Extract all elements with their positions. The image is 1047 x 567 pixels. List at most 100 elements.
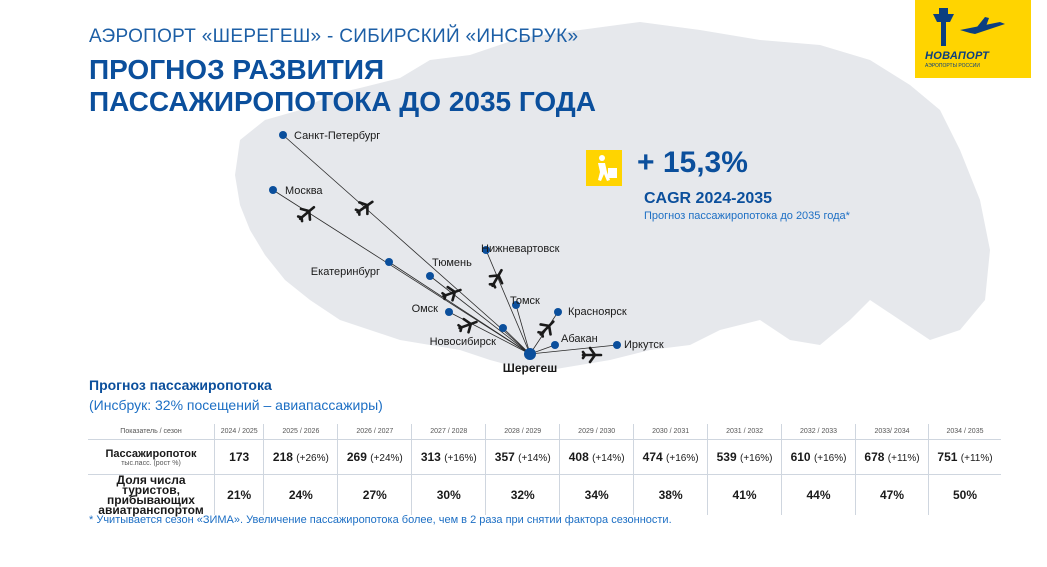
plane-icon <box>488 268 504 289</box>
city-labels: Санкт-Петербург Москва Екатеринбург Тюмень Н… <box>285 130 664 375</box>
route-line <box>529 311 559 355</box>
traffic-row: Пассажиропоток тыс.пасс. (рост %) 173 218… <box>88 439 1001 475</box>
season-header: 2031 / 2032 <box>707 424 783 440</box>
traffic-value: 313 <box>420 450 441 464</box>
city-dot <box>613 341 621 349</box>
share-row: Доля числа туристов, прибывающих авиатра… <box>88 473 1001 517</box>
traffic-value: 173 <box>229 450 250 464</box>
page-title-line-1: ПРОГНОЗ РАЗВИТИЯ <box>89 54 385 85</box>
share-cell: 34% <box>559 474 635 515</box>
season-header: 2028 / 2029 <box>485 424 561 440</box>
city-dot <box>426 272 434 280</box>
share-label-line-2: прибывающих авиатранспортом <box>98 493 204 517</box>
traffic-value: 218 <box>272 450 293 464</box>
city-label: Новосибирск <box>430 336 497 348</box>
city-label: Москва <box>285 185 323 197</box>
traffic-value: 408 <box>568 450 589 464</box>
plane-icon <box>354 200 374 216</box>
traffic-cell: 678 (+11%) <box>855 439 929 475</box>
plane-icon <box>296 205 316 223</box>
route-line <box>272 189 531 355</box>
city-label: Екатеринбург <box>311 266 380 278</box>
share-cell: 24% <box>263 474 339 515</box>
city-label: Санкт-Петербург <box>294 130 380 142</box>
city-label: Тюмень <box>432 257 472 269</box>
logo-tagline: АЭРОПОРТЫ РОССИИ <box>925 63 980 69</box>
footnote: * Учитывается сезон «ЗИМА». Увеличение п… <box>89 514 672 526</box>
route-lines <box>272 134 618 355</box>
season-header: 2034 / 2035 <box>928 424 1001 440</box>
forecast-table: Показатель / сезон 2024 / 2025 2025 / 202… <box>88 424 1001 517</box>
growth-value: (+16%) <box>444 453 477 464</box>
traffic-cell: 313 (+16%) <box>411 439 487 475</box>
growth-value: (+16%) <box>740 453 773 464</box>
plane-icon <box>457 317 478 334</box>
season-header: 2024 / 2025 <box>214 424 265 440</box>
city-dots <box>269 131 621 360</box>
growth-value: (+16%) <box>666 453 699 464</box>
traffic-value: 751 <box>937 450 958 464</box>
share-label-cell: Доля числа туристов, прибывающих авиатра… <box>88 473 215 517</box>
city-label: Нижневартовск <box>481 243 560 255</box>
traffic-cell: 751 (+11%) <box>928 439 1001 475</box>
cagr-label: CAGR 2024-2035 <box>644 190 773 207</box>
share-cell: 38% <box>633 474 709 515</box>
cagr-value: + 15,3% <box>637 146 748 179</box>
route-line <box>282 134 531 355</box>
season-header: 2033/ 2034 <box>855 424 929 440</box>
season-header: 2025 / 2026 <box>263 424 339 440</box>
city-label: Томск <box>510 295 540 307</box>
traffic-value: 357 <box>494 450 515 464</box>
traffic-value: 269 <box>346 450 367 464</box>
city-label: Иркутск <box>624 339 664 351</box>
growth-value: (+26%) <box>296 453 329 464</box>
city-label: Абакан <box>561 333 598 345</box>
cagr-note: Прогноз пассажиропотока до 2035 года* <box>644 210 850 222</box>
traffic-label: Пассажиропоток <box>105 447 197 460</box>
traffic-cell: 408 (+14%) <box>559 439 635 475</box>
forecast-subtitle: (Инсбрук: 32% посещений – авиапассажиры) <box>89 397 383 413</box>
city-dot <box>445 308 453 316</box>
route-line <box>529 344 618 355</box>
traffic-cell: 269 (+24%) <box>337 439 413 475</box>
city-dot <box>499 324 507 332</box>
traffic-cell: 218 (+26%) <box>263 439 339 475</box>
hub-dot <box>524 348 536 360</box>
traveler-luggage-icon <box>586 150 622 186</box>
traffic-cell: 357 (+14%) <box>485 439 561 475</box>
page-subtitle: АЭРОПОРТ «ШЕРЕГЕШ» - СИБИРСКИЙ «ИНСБРУК» <box>89 26 579 47</box>
share-cell: 30% <box>411 474 487 515</box>
page-title-line-2: ПАССАЖИРОПОТОКА ДО 2035 ГОДА <box>89 86 596 117</box>
traffic-unit: тыс.пасс. (рост %) <box>121 459 181 467</box>
plane-icon <box>581 346 603 364</box>
traffic-cell: 173 <box>214 439 265 475</box>
route-line <box>485 249 531 355</box>
growth-value: (+16%) <box>813 453 847 464</box>
table-header-row: Показатель / сезон 2024 / 2025 2025 / 202… <box>88 424 1001 440</box>
city-dot <box>554 308 562 316</box>
share-cell: 41% <box>707 474 783 515</box>
share-label-line-1: Доля числа туристов, <box>116 473 186 497</box>
season-header: 2026 / 2027 <box>337 424 413 440</box>
growth-value: (+11%) <box>887 453 920 464</box>
plane-icon <box>441 285 462 302</box>
share-cell: 21% <box>214 474 265 515</box>
plane-markers <box>296 200 603 364</box>
novaport-logo: НОВАПОРТ АЭРОПОРТЫ РОССИИ <box>915 0 1031 78</box>
traffic-value: 539 <box>716 450 737 464</box>
traffic-value: 474 <box>642 450 663 464</box>
season-header: 2030 / 2031 <box>633 424 709 440</box>
growth-value: (+14%) <box>592 453 625 464</box>
traffic-label-cell: Пассажиропоток тыс.пасс. (рост %) <box>88 439 215 475</box>
city-label: Омск <box>412 303 439 315</box>
growth-value: (+14%) <box>518 453 551 464</box>
city-label: Красноярск <box>568 306 627 318</box>
traffic-cell: 474 (+16%) <box>633 439 709 475</box>
logo-name: НОВАПОРТ <box>925 50 990 62</box>
share-cell: 27% <box>337 474 413 515</box>
share-cell: 44% <box>781 474 856 515</box>
page-title: ПРОГНОЗ РАЗВИТИЯ ПАССАЖИРОПОТОКА ДО 2035… <box>89 54 596 118</box>
growth-value: (+24%) <box>370 453 403 464</box>
route-line <box>429 275 531 355</box>
city-dot <box>279 131 287 139</box>
